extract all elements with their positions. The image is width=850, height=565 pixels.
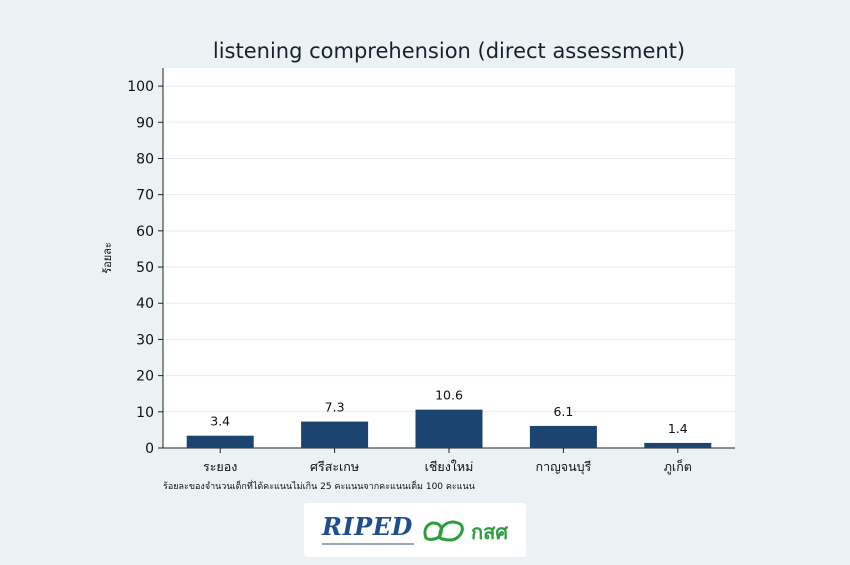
bar (644, 442, 712, 448)
y-tick-label: 70 (136, 188, 154, 204)
y-axis-ticks: 0 10 20 30 40 50 60 70 80 90 100 (127, 79, 163, 457)
chart-note: ร้อยละของจำนวนเด็กที่ได้คะแนนไม่เกิน 25 … (163, 479, 475, 492)
x-category-label: ระยอง (203, 459, 237, 474)
gridlines (163, 85, 735, 413)
bar (415, 409, 483, 448)
x-category-label: ศรีสะเกษ (310, 459, 359, 474)
chart-title: listening comprehension (direct assessme… (213, 39, 685, 63)
plot-area (163, 68, 735, 448)
bar-value-label: 7.3 (325, 400, 345, 415)
x-category-label: เชียงใหม่ (425, 459, 474, 474)
y-tick-label: 0 (145, 441, 154, 457)
y-tick-label: 20 (136, 369, 154, 385)
riped-logo: RIPED (322, 512, 413, 541)
bar-value-label: 10.6 (435, 388, 463, 403)
y-tick-label: 50 (136, 260, 154, 276)
x-axis-categories: ระยอง ศรีสะเกษ เชียงใหม่ กาญจนบุรี ภูเก็ต (203, 448, 692, 475)
bar-value-label: 1.4 (668, 421, 688, 436)
y-tick-label: 30 (136, 332, 154, 348)
y-tick-label: 60 (136, 224, 154, 240)
bars (186, 409, 712, 448)
data-labels: 3.4 7.3 10.6 6.1 1.4 (210, 388, 688, 436)
y-tick-label: 80 (136, 151, 154, 167)
x-category-label: กาญจนบุรี (536, 459, 592, 475)
bar (529, 425, 597, 448)
sponsor-logos: RIPED กสศ (304, 503, 526, 557)
y-tick-label: 40 (136, 296, 154, 312)
y-axis-label: ร้อยละ (101, 242, 114, 274)
y-tick-label: 10 (136, 405, 154, 421)
x-category-label: ภูเก็ต (664, 459, 692, 475)
bar (186, 435, 254, 448)
bar-value-label: 3.4 (210, 414, 230, 429)
bar-value-label: 6.1 (553, 404, 573, 419)
kss-leaf-icon (423, 520, 464, 542)
bar (301, 421, 369, 448)
kss-logo-text: กสศ (471, 520, 509, 544)
riped-subtitle-line (322, 543, 414, 545)
y-tick-label: 90 (136, 115, 154, 131)
y-tick-label: 100 (127, 79, 154, 95)
